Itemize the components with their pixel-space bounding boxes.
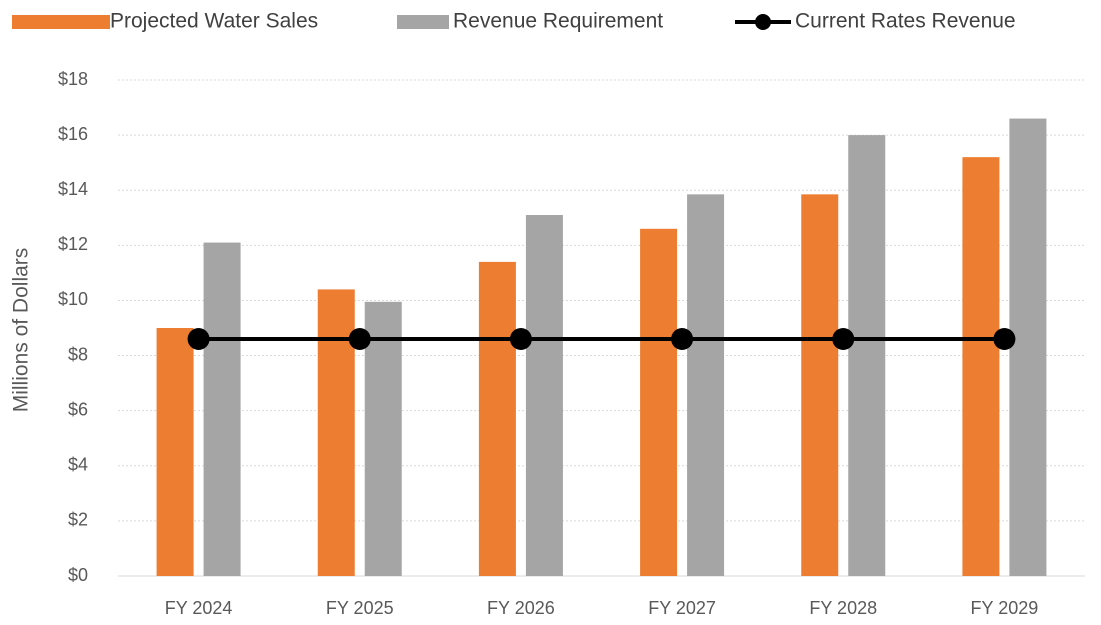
bar bbox=[203, 242, 241, 577]
y-tick-label: $2 bbox=[68, 510, 88, 530]
marker bbox=[671, 328, 694, 351]
x-tick-label: FY 2029 bbox=[971, 598, 1039, 618]
y-tick-label: $16 bbox=[58, 124, 88, 144]
marker bbox=[832, 328, 855, 351]
y-axis-title: Millions of Dollars bbox=[10, 248, 33, 413]
legend-swatch bbox=[12, 15, 97, 29]
y-tick-label: $18 bbox=[58, 69, 88, 89]
bar bbox=[525, 215, 563, 576]
y-tick-label: $14 bbox=[58, 179, 88, 199]
bar bbox=[801, 194, 839, 576]
bar bbox=[364, 301, 402, 576]
legend-swatch bbox=[97, 15, 110, 29]
y-tick-label: $10 bbox=[58, 289, 88, 309]
legend-marker bbox=[755, 14, 771, 30]
bar bbox=[317, 289, 355, 576]
legend-swatch bbox=[397, 15, 449, 29]
y-tick-label: $8 bbox=[68, 344, 88, 364]
legend-label: Projected Water Sales bbox=[110, 10, 318, 33]
x-tick-label: FY 2026 bbox=[487, 598, 555, 618]
y-tick-label: $4 bbox=[68, 455, 88, 475]
bar bbox=[848, 135, 886, 576]
bar bbox=[478, 261, 516, 576]
y-tick-label: $12 bbox=[58, 234, 88, 254]
x-tick-label: FY 2027 bbox=[648, 598, 716, 618]
legend-label: Revenue Requirement bbox=[453, 10, 663, 33]
y-tick-label: $6 bbox=[68, 399, 88, 419]
x-tick-label: FY 2025 bbox=[326, 598, 394, 618]
marker bbox=[348, 328, 371, 351]
bar bbox=[1009, 118, 1047, 577]
legend-label: Current Rates Revenue bbox=[795, 10, 1016, 33]
bar bbox=[156, 328, 194, 576]
y-tick-label: $0 bbox=[68, 565, 88, 585]
bar bbox=[640, 228, 678, 577]
marker bbox=[509, 328, 532, 351]
bar bbox=[962, 157, 1000, 576]
bar bbox=[687, 194, 725, 576]
x-tick-label: FY 2028 bbox=[809, 598, 877, 618]
marker bbox=[993, 328, 1016, 351]
x-tick-label: FY 2024 bbox=[165, 598, 233, 618]
marker bbox=[187, 328, 210, 351]
